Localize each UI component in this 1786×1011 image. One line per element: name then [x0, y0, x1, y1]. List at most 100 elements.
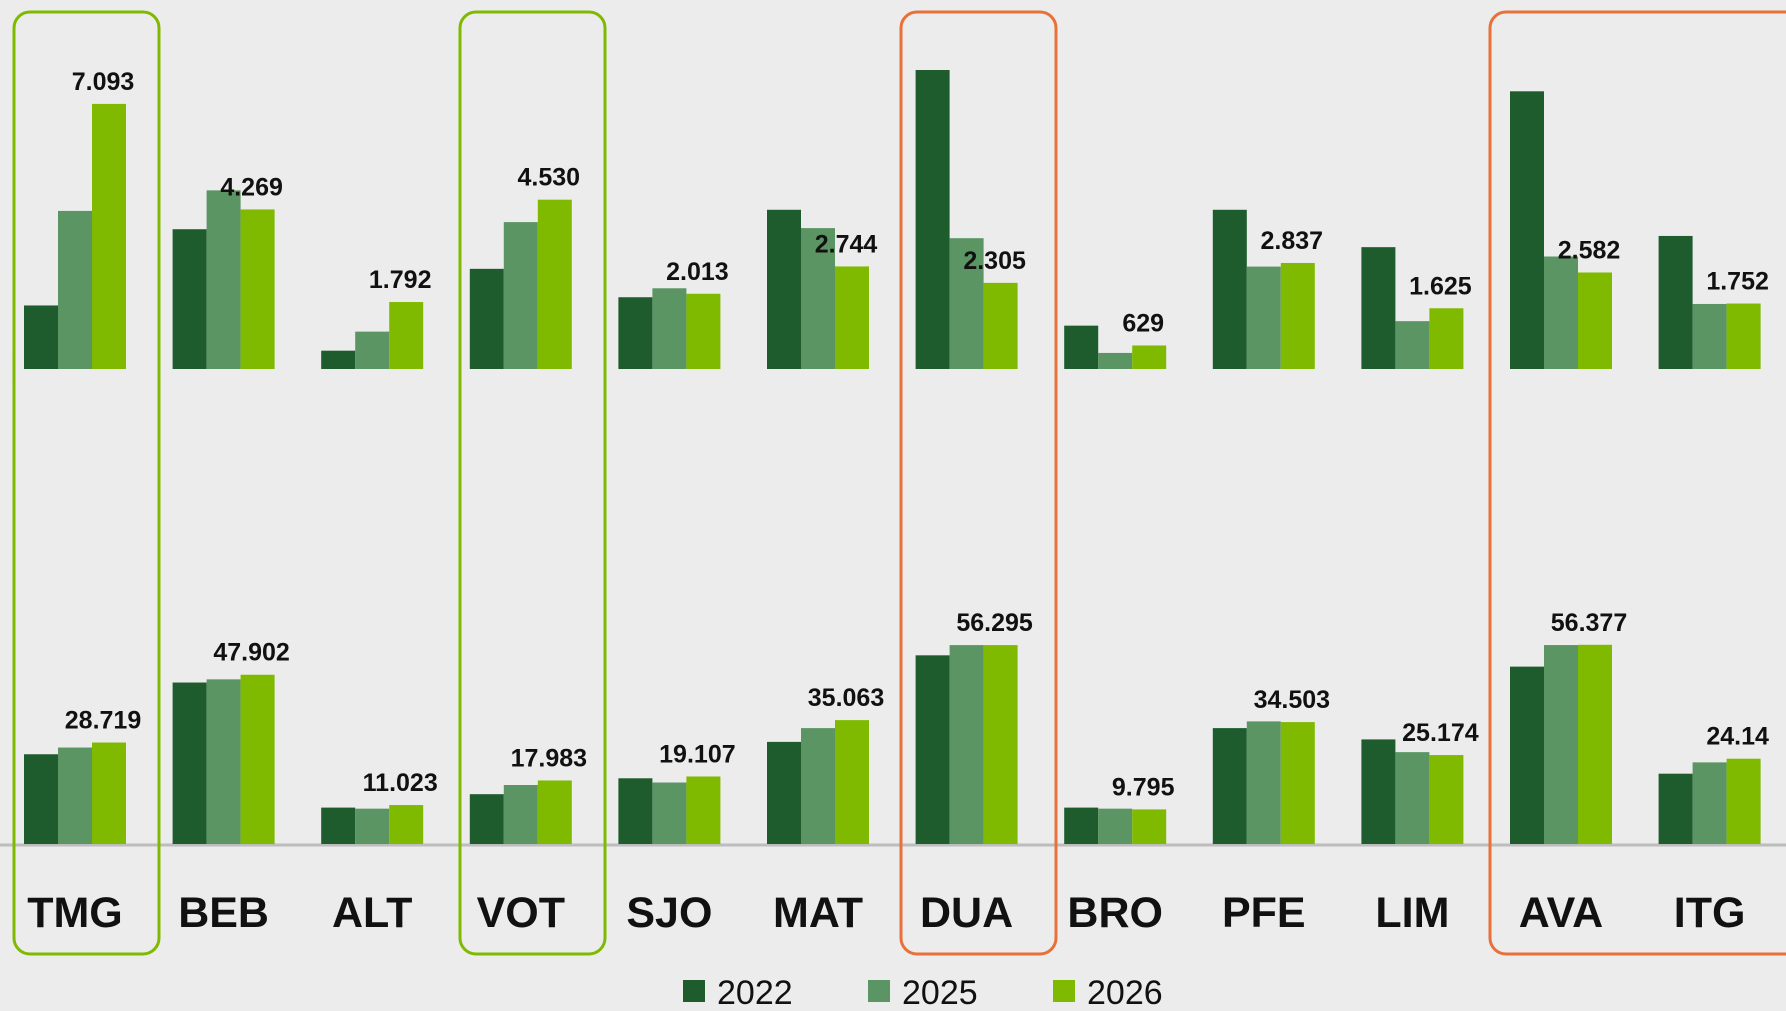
bar — [1246, 266, 1281, 369]
bar — [58, 747, 92, 844]
data-label: 1.752 — [1706, 268, 1769, 296]
bar — [1212, 209, 1247, 369]
bar — [537, 780, 572, 844]
bar — [618, 778, 653, 844]
bar — [915, 655, 950, 844]
legend-label: 2026 — [1087, 974, 1163, 1011]
bar — [355, 808, 390, 844]
bar — [1658, 235, 1693, 369]
bar — [321, 350, 356, 369]
bar — [1098, 352, 1133, 369]
data-label: 1.625 — [1409, 272, 1472, 300]
bar — [1361, 739, 1396, 844]
bar — [1246, 721, 1281, 844]
data-label: 2.305 — [963, 247, 1026, 275]
x-tick-label: ALT — [332, 889, 412, 937]
bar — [1280, 262, 1315, 369]
bar — [240, 209, 275, 369]
bar — [983, 282, 1018, 369]
bar — [1429, 308, 1464, 369]
data-label: 47.902 — [213, 639, 289, 667]
x-tick-label: BEB — [178, 889, 269, 937]
bar — [1578, 272, 1612, 369]
x-tick-label: LIM — [1375, 889, 1449, 937]
bar — [1658, 773, 1693, 844]
highlight-box — [12, 10, 161, 956]
data-label: 25.174 — [1402, 719, 1479, 747]
data-label: 17.983 — [511, 744, 587, 772]
bar — [1726, 303, 1761, 369]
data-label: 1.792 — [369, 266, 432, 294]
bar — [389, 302, 424, 369]
bar — [321, 807, 356, 844]
bar — [1510, 666, 1544, 844]
bar — [835, 720, 869, 844]
data-label: 4.269 — [220, 173, 283, 201]
data-label: 56.295 — [956, 609, 1033, 637]
bar — [1280, 722, 1315, 844]
bar — [24, 754, 58, 844]
bar — [1692, 762, 1727, 844]
legend-swatch — [1053, 980, 1075, 1002]
bar — [1544, 256, 1578, 369]
bar — [1578, 644, 1612, 844]
bar — [389, 805, 424, 844]
bar — [1692, 303, 1727, 369]
highlight-box — [458, 10, 607, 956]
bar — [537, 199, 572, 369]
bar — [355, 331, 390, 369]
data-label: 56.377 — [1551, 609, 1627, 637]
x-tick-label: BRO — [1067, 889, 1163, 937]
bar — [1510, 91, 1544, 370]
bar — [1098, 808, 1133, 844]
bar — [949, 238, 984, 369]
data-label: 34.503 — [1254, 686, 1330, 714]
data-label: 7.093 — [72, 68, 135, 96]
bar — [240, 674, 275, 844]
bar — [1132, 809, 1167, 844]
legend-swatch — [683, 980, 705, 1002]
data-label: 11.023 — [363, 769, 438, 797]
bar — [1064, 325, 1099, 369]
bar — [92, 103, 126, 370]
legend-swatch — [868, 980, 890, 1002]
data-label: 35.063 — [808, 684, 884, 712]
bar — [1726, 758, 1761, 844]
x-tick-label: AVA — [1519, 889, 1603, 937]
bar — [618, 297, 653, 369]
highlight-box — [899, 10, 1058, 956]
bar — [1212, 728, 1247, 844]
bar — [1132, 345, 1167, 369]
bar — [767, 741, 801, 844]
bar — [24, 305, 58, 369]
x-tick-label: SJO — [626, 889, 712, 937]
bar — [983, 645, 1018, 844]
bar — [172, 682, 207, 844]
bar — [469, 794, 504, 844]
x-tick-label: MAT — [773, 889, 863, 937]
x-tick-label: PFE — [1222, 889, 1306, 937]
data-label: 24.14 — [1706, 723, 1769, 751]
bar — [92, 742, 126, 844]
bar — [949, 645, 984, 844]
bar — [801, 728, 835, 844]
bar — [58, 210, 92, 369]
data-label: 2.582 — [1558, 236, 1621, 264]
bar — [915, 70, 950, 369]
bar — [652, 782, 687, 844]
bar — [503, 222, 538, 369]
data-label: 19.107 — [659, 740, 735, 768]
bar — [1361, 247, 1396, 369]
bar — [503, 784, 538, 844]
legend-label: 2025 — [902, 974, 978, 1011]
bar — [1064, 807, 1099, 844]
data-label: 2.013 — [666, 258, 729, 286]
bar — [206, 679, 241, 844]
bar — [767, 209, 801, 369]
bar — [686, 776, 721, 844]
bar — [1429, 755, 1464, 844]
x-tick-label: DUA — [920, 889, 1013, 937]
data-label: 28.719 — [65, 707, 141, 735]
